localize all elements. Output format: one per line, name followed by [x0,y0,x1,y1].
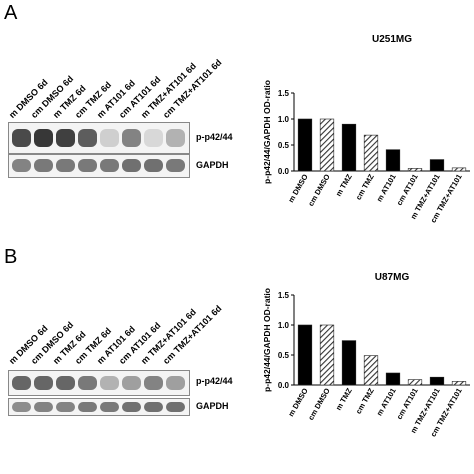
blot-band [78,129,97,147]
bar [385,372,401,386]
x-tick-label: m AT101 [375,387,398,418]
bar [407,379,423,386]
panel-letter-a: A [4,2,18,24]
blot-band [12,376,31,390]
y-tick-label: 1.5 [278,291,290,300]
blot-band [34,376,53,390]
blot-band [166,402,185,412]
bar [451,167,467,172]
blot-band [78,159,97,172]
blot-label-gapdh-b: GAPDH [196,401,229,411]
blot-band [56,129,75,147]
blot-band [100,159,119,172]
bar-chart-u87mg: U87MG p-p42/44/GAPDH OD-ratio 0.0 0.5 1.0 1.5… [262,272,470,438]
blot-band [166,376,185,390]
blot-label-gapdh-a: GAPDH [196,160,229,170]
blot-label-p-p42-44-a: p-p42/44 [196,132,233,142]
y-tick-label: 0.5 [278,351,290,360]
chart-title: U87MG [375,272,410,283]
blot-band [122,402,141,412]
bar [363,134,379,172]
bar [385,149,401,172]
bar [407,168,423,172]
blot-band [12,402,31,412]
y-axis-label: p-p42/44/GAPDH OD-ratio [262,288,272,392]
blot-band [122,376,141,390]
bar [363,355,379,386]
bar [297,118,313,172]
bar [429,376,445,386]
blot-gapdh-b [8,398,190,416]
bar [319,118,335,172]
x-tick-label: cm DMSO [306,172,332,207]
blot-band [56,402,75,412]
blot-band [144,376,163,390]
x-tick-label: m TMZ [334,172,354,198]
x-tick-label: m AT101 [375,173,398,204]
blot-band [78,376,97,390]
blot-gapdh-a [8,154,190,178]
blot-band [166,129,185,147]
bar [297,324,313,386]
blot-band [34,159,53,172]
chart-title: U251MG [372,34,412,45]
x-tick-label: m DMSO [286,386,310,418]
y-tick-label: 0.5 [278,141,290,150]
x-tick-label: m DMSO [286,172,310,204]
y-tick-label: 0.0 [278,381,290,390]
bar [341,123,357,172]
blot-band [100,402,119,412]
blot-band [100,129,119,147]
blot-band [122,159,141,172]
x-tick-label: m TMZ [334,386,354,412]
bar-chart-u251mg: U251MG p-p42/44/GAPDH OD-ratio 0.0 0.5 1.0 1.… [262,34,470,224]
blot-p-p42-44-a [8,122,190,154]
bar [319,324,335,386]
blot-band [56,159,75,172]
y-tick-label: 1.5 [278,89,290,98]
blot-band [144,402,163,412]
blot-band [34,402,53,412]
y-axis-label: p-p42/44/GAPDH OD-ratio [262,80,272,184]
bar [341,340,357,386]
blot-band [144,129,163,147]
blot-band [12,129,31,147]
blot-p-p42-44-b [8,370,190,396]
blot-band [100,376,119,390]
x-tick-label: cm TMZ [354,172,376,201]
y-tick-label: 1.0 [278,115,290,124]
bar [451,381,467,386]
blot-band [166,159,185,172]
blot-label-p-p42-44-b: p-p42/44 [196,376,233,386]
blot-band [122,129,141,147]
x-tick-label: cm DMSO [306,386,332,421]
blot-band [78,402,97,412]
panel-letter-b: B [4,246,18,268]
y-tick-label: 0.0 [278,167,290,176]
bar [429,159,445,172]
blot-band [34,129,53,147]
blot-band [12,159,31,172]
blot-band [144,159,163,172]
x-tick-label: cm TMZ [354,386,376,415]
blot-band [56,376,75,390]
y-tick-label: 1.0 [278,321,290,330]
